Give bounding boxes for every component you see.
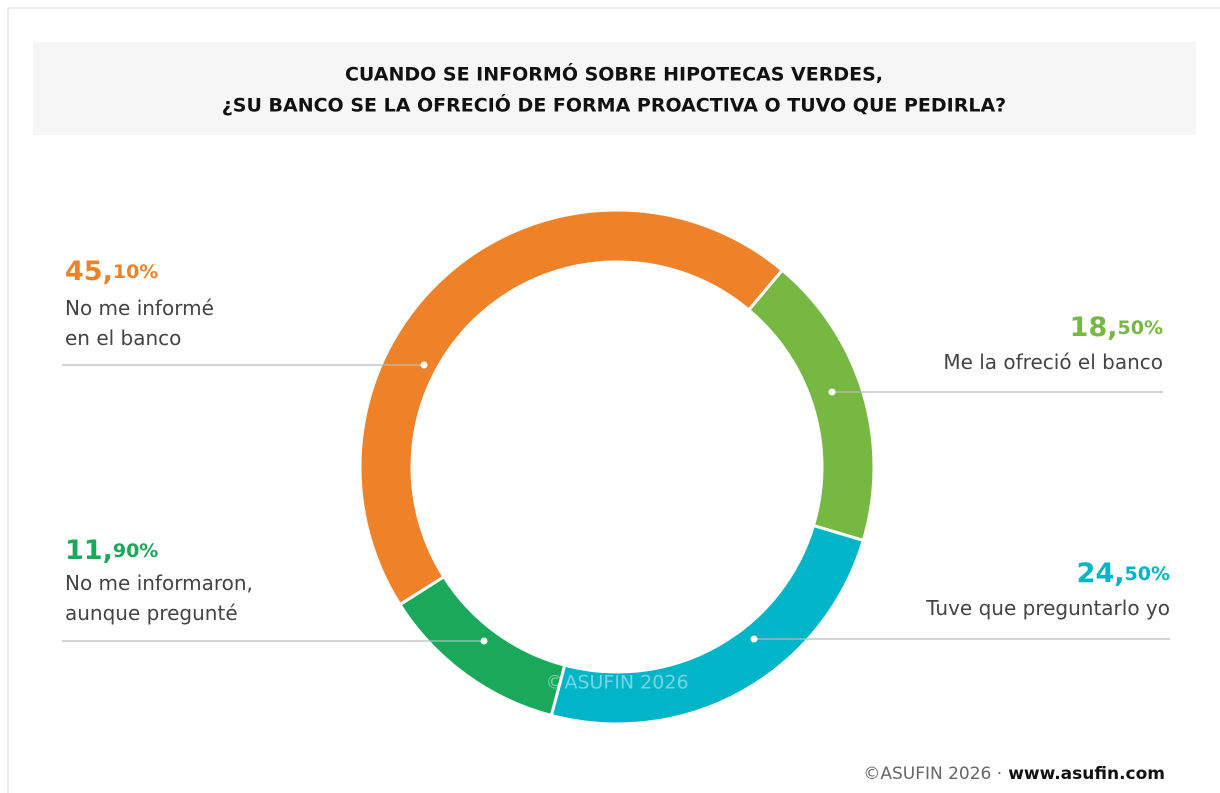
footer: ©ASUFIN 2026 · www.asufin.com: [863, 764, 1165, 784]
donut-segment: [746, 268, 876, 543]
frame: [7, 7, 1220, 793]
category-line: No me informaron,: [65, 571, 253, 595]
leader-dot: [480, 637, 488, 645]
category-line: Me la ofreció el banco: [943, 350, 1163, 374]
donut-segment: [397, 574, 567, 718]
chart-title: CUANDO SE INFORMÓ SOBRE HIPOTECAS VERDES…: [345, 62, 883, 86]
watermark: ©ASUFIN 2026: [545, 672, 688, 694]
value-label-int: 45,: [65, 256, 113, 287]
value-label-int: 11,: [65, 535, 113, 566]
category-label: Me la ofreció el banco: [943, 350, 1163, 374]
value-label-dec: 50%: [1125, 563, 1170, 585]
donut-segment: [549, 523, 866, 726]
leader-dot: [420, 361, 428, 369]
category-label: No me informé en el banco: [65, 296, 214, 350]
category-label: No me informaron, aunque pregunté: [65, 571, 253, 625]
value-label: 18,50%: [1070, 312, 1163, 343]
value-label: 11,90%: [65, 535, 158, 566]
value-label-int: 24,: [1077, 558, 1125, 589]
value-label-dec: 10%: [113, 261, 158, 283]
footer-text: ©ASUFIN 2026 ·: [863, 764, 1002, 784]
chart-title: ¿SU BANCO SE LA OFRECIÓ DE FORMA PROACTI…: [222, 93, 1006, 117]
footer-url: www.asufin.com: [1008, 764, 1165, 784]
category-line: aunque pregunté: [65, 601, 238, 625]
category-line: Tuve que preguntarlo yo: [925, 596, 1170, 620]
donut-segment: [358, 208, 785, 607]
value-label-int: 18,: [1070, 312, 1118, 343]
leader-dot: [750, 635, 758, 643]
category-line: No me informé: [65, 296, 214, 320]
title-box: [33, 42, 1196, 135]
value-label: 24,50%: [1077, 558, 1170, 589]
value-label-dec: 90%: [113, 540, 158, 562]
value-label-dec: 50%: [1118, 317, 1163, 339]
value-label: 45,10%: [65, 256, 158, 287]
leader-dot: [828, 388, 836, 396]
category-label: Tuve que preguntarlo yo: [925, 596, 1170, 620]
category-line: en el banco: [65, 326, 181, 350]
